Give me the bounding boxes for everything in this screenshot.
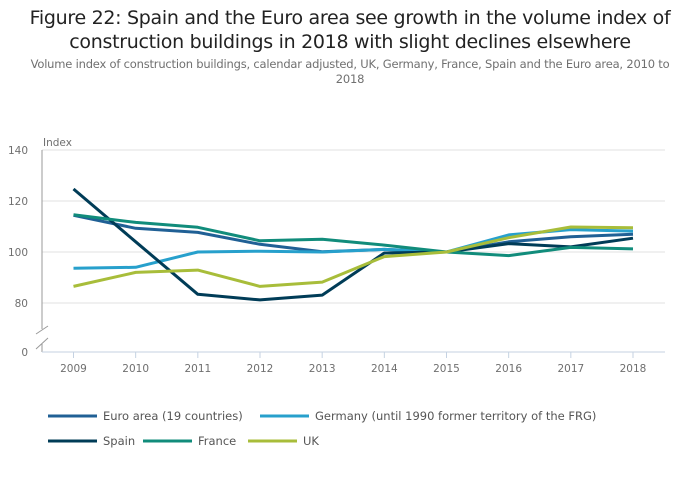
legend-label: Germany (until 1990 former territory of … [315, 409, 596, 423]
x-tick-label: 2015 [433, 363, 460, 375]
x-tick-label: 2017 [557, 363, 584, 375]
axes: 0 80 100 120 140 Index 2009 2010 2011 2012 2013 201… [8, 137, 665, 375]
y-tick-label: 0 [21, 347, 28, 359]
chart-subtitle: Volume index of construction buildings, … [30, 57, 670, 86]
chart-title: Figure 22: Spain and the Euro area see g… [29, 7, 671, 53]
x-tick-label: 2010 [122, 363, 149, 375]
y-tick-label: 80 [15, 298, 28, 310]
legend-item: France [143, 434, 236, 448]
x-tick-label: 2014 [371, 363, 398, 375]
legend-label: Euro area (19 countries) [103, 409, 243, 423]
legend-item: UK [248, 434, 319, 448]
axis-break-mark [35, 337, 49, 350]
legend-item: Germany (until 1990 former territory of … [260, 409, 596, 423]
axis-break-mark [35, 325, 49, 335]
series-line-spain [72, 187, 634, 302]
legend-label: Spain [103, 434, 135, 448]
x-tick-label: 2016 [495, 363, 522, 375]
y-tick-label: 100 [8, 247, 28, 259]
x-tick-label: 2009 [60, 363, 87, 375]
y-axis-label: Index [43, 137, 72, 149]
y-tick-label: 140 [8, 145, 28, 157]
y-tick-label: 120 [8, 196, 28, 208]
x-tick-label: 2013 [309, 363, 336, 375]
x-tick-label: 2012 [247, 363, 274, 375]
legend: Euro area (19 countries) Germany (until 1… [48, 409, 596, 448]
series-line-france [73, 213, 634, 258]
x-tick-label: 2011 [184, 363, 211, 375]
x-tick-label: 2018 [620, 363, 647, 375]
legend-item: Spain [48, 434, 135, 448]
series-lines [72, 187, 634, 302]
legend-label: UK [303, 434, 319, 448]
series-line-uk [73, 225, 634, 288]
legend-label: France [198, 434, 236, 448]
legend-item: Euro area (19 countries) [48, 409, 243, 423]
